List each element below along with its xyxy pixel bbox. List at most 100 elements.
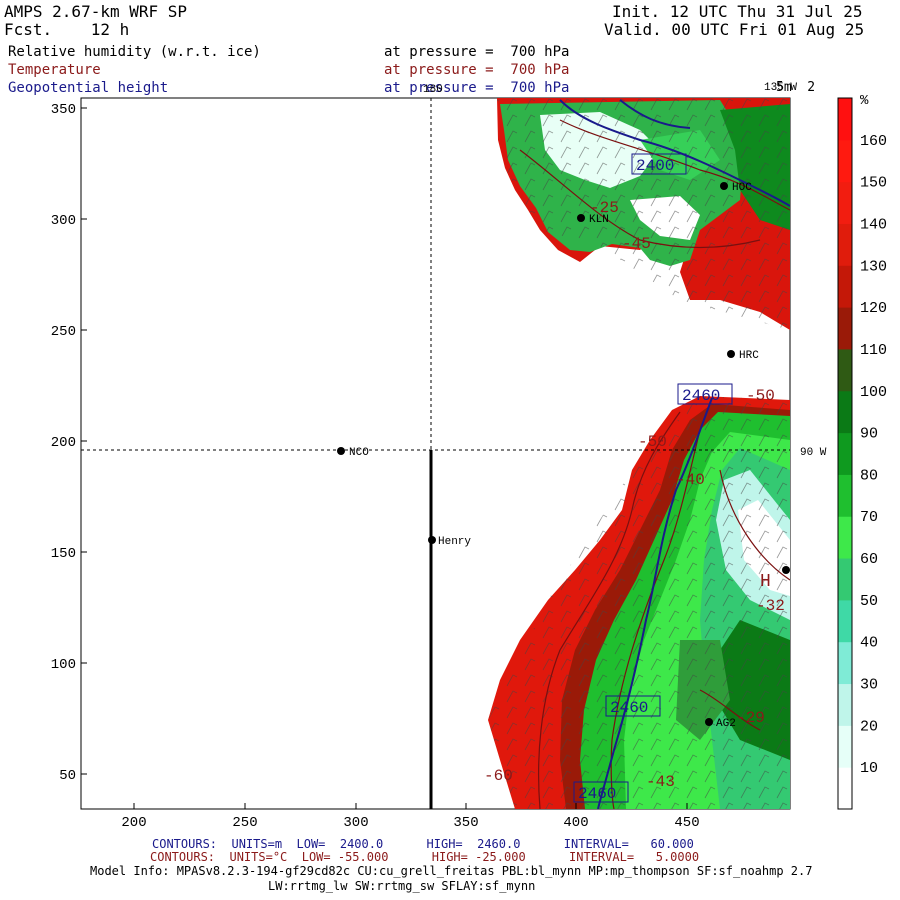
colorbar-tick: 20 [860, 718, 878, 735]
footer-height-contours: CONTOURS: UNITS=m LOW= 2400.0 HIGH= 2460… [152, 837, 694, 851]
colorbar-tick: 120 [860, 300, 887, 317]
station-label-nco: NCO [349, 447, 369, 459]
lon-label-180: 180 [423, 84, 443, 96]
station-label-ag2: AG2 [716, 718, 736, 730]
y-tick-250: 250 [51, 324, 76, 340]
label-temp-n25: -25 [590, 199, 619, 217]
station-henry [428, 536, 436, 544]
lon-label-135w: 135 W [764, 82, 797, 94]
colorbar-tick: 90 [860, 426, 878, 443]
station-label-kln: KLN [589, 214, 609, 226]
label-temp-n45: -45 [622, 235, 651, 253]
label-temp-n50-b: -50 [638, 433, 667, 451]
lon-label-90w: 90 W [800, 447, 827, 459]
colorbar-swatch [838, 265, 852, 308]
label-temp-n50-a: -50 [746, 387, 775, 405]
colorbar-swatch [838, 98, 852, 141]
x-tick-450: 450 [674, 815, 699, 831]
station-label-henry: Henry [438, 536, 471, 548]
footer-model-info-2: LW:rrtmg_lw SW:rrtmg_sw SFLAY:sf_mynn [268, 879, 536, 893]
colorbar-tick: 70 [860, 509, 878, 526]
colorbar-outline [837, 97, 853, 810]
y-tick-350: 350 [51, 102, 76, 118]
label-temp-n40: -40 [676, 471, 705, 489]
colorbar-swatch [838, 348, 852, 392]
colorbar-swatch [838, 432, 852, 475]
colorbar-swatch [838, 725, 852, 768]
colorbar-tick: 130 [860, 258, 887, 275]
station-label-hrc: HRC [739, 350, 759, 362]
colorbar-tick: 40 [860, 635, 878, 652]
colorbar-unit: % [860, 93, 869, 109]
y-tick-100: 100 [51, 657, 76, 673]
init-time: Init. 12 UTC Thu 31 Jul 25 [612, 2, 863, 21]
colorbar-tick: 50 [860, 593, 878, 610]
y-tick-200: 200 [51, 435, 76, 451]
label-hgt-2460-a: 2460 [682, 387, 720, 405]
colorbar-swatch [838, 139, 852, 183]
station-label-hoc: HOC [732, 182, 752, 194]
colorbar-swatch [838, 599, 852, 643]
colorbar-swatch [838, 390, 852, 434]
x-axis-labels: 200 250 300 350 400 450 [121, 815, 699, 831]
height-contours [559, 99, 790, 809]
colorbar-tick: 100 [860, 384, 887, 401]
colorbar-tick: 30 [860, 677, 878, 694]
label-hgt-2400: 2400 [636, 157, 674, 175]
stations: NCO Henry HRC KLN HOC AG2 [337, 182, 790, 730]
x-tick-200: 200 [121, 815, 146, 831]
station-nco [337, 447, 345, 455]
field-temp-name: Temperature [8, 62, 101, 78]
wind-scale: 5m 2 [776, 80, 816, 95]
colorbar-swatch [838, 558, 852, 601]
colorbar-tick: 10 [860, 760, 878, 777]
colorbar-swatch [838, 516, 852, 559]
x-tick-400: 400 [563, 815, 588, 831]
colorbar-swatch [838, 641, 852, 685]
field-temp-level: at pressure = 700 hPa [384, 62, 570, 78]
label-hgt-2460-c: 2460 [578, 785, 616, 803]
label-temp-n60: -60 [484, 767, 513, 785]
colorbar-swatch [838, 307, 852, 350]
label-high: H [760, 572, 771, 592]
colorbar-tick: 110 [860, 342, 887, 359]
axis-ticks [81, 107, 688, 809]
label-temp-n29: -29 [736, 709, 765, 727]
station-edge [782, 566, 790, 574]
station-ag2 [705, 718, 713, 726]
x-tick-350: 350 [453, 815, 478, 831]
colorbar-swatch [838, 223, 852, 266]
colorbar-tick: 150 [860, 175, 887, 192]
station-kln [577, 214, 585, 222]
y-tick-300: 300 [51, 213, 76, 229]
valid-time: Valid. 00 UTC Fri 01 Aug 25 [604, 20, 865, 39]
x-tick-300: 300 [343, 815, 368, 831]
field-rh-name: Relative humidity (w.r.t. ice) [8, 44, 261, 60]
x-tick-250: 250 [232, 815, 257, 831]
temperature-contours [519, 119, 790, 809]
colorbar-tick: 80 [860, 467, 878, 484]
colorbar-swatch [838, 181, 852, 224]
y-tick-50: 50 [59, 768, 76, 784]
colorbar-tick-labels: 160 150 140 130 120 110 100 90 80 70 60 50 40 30 20 10 [860, 133, 887, 777]
contour-labels: 2400 2460 2460 2460 -50 -50 -40 -45 -25 … [484, 153, 785, 803]
forecast-hour: Fcst. 12 h [4, 20, 130, 39]
colorbar-swatch [838, 474, 852, 517]
label-hgt-2460-b: 2460 [610, 699, 648, 717]
colorbar-tick: 140 [860, 216, 887, 233]
station-hoc [720, 182, 728, 190]
colorbar-tick: 160 [860, 133, 887, 150]
label-temp-n43: -43 [646, 773, 675, 791]
y-axis-labels: 350 300 250 200 150 100 50 [51, 102, 76, 784]
colorbar [837, 97, 853, 810]
field-hgt-level: at pressure = 700 hPa [384, 80, 570, 96]
field-rh-level: at pressure = 700 hPa [384, 44, 570, 60]
colorbar-swatch [838, 683, 852, 726]
label-temp-n32: -32 [756, 597, 785, 615]
y-tick-150: 150 [51, 546, 76, 562]
footer-model-info: Model Info: MPASv8.2.3-194-gf29cd82c CU:… [90, 864, 813, 878]
colorbar-swatch [838, 767, 852, 810]
field-hgt-name: Geopotential height [8, 80, 169, 96]
station-hrc [727, 350, 735, 358]
